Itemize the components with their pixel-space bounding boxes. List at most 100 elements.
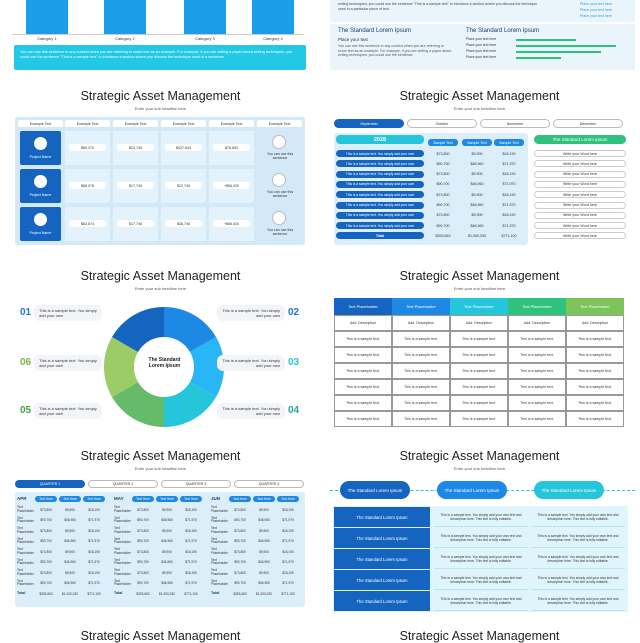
row-label: This is a sample text. You simply add yo… <box>336 180 424 188</box>
timeline-head: The Standard Lorem Ipsum <box>340 481 410 499</box>
table-cell: This is a sample text. You simply add yo… <box>434 549 528 569</box>
table-cell: This is a sample text. <box>450 331 508 347</box>
progress-bar <box>516 51 601 53</box>
row-label: Text Placeholder <box>114 568 131 576</box>
quarter-panel <box>15 492 305 607</box>
right-item: Write your Word here <box>534 150 626 157</box>
table-cell: $23,745 <box>117 144 154 151</box>
row-label: Text Placeholder <box>114 557 131 566</box>
category-label: Category 1 <box>37 36 57 41</box>
table-cell: This is a sample text. <box>392 411 450 427</box>
month-tab: November <box>480 119 550 128</box>
table-header: Text Placeholder <box>566 298 624 315</box>
slide-title: Strategic Asset Management <box>80 89 241 103</box>
table-cell: $90,700 <box>436 161 450 166</box>
table-cell: $18,190 <box>185 507 197 512</box>
row-label: This is a sample text. You simply add yo… <box>336 211 424 219</box>
cycle-center-text: The Standard Lorem Ipsum <box>148 357 181 369</box>
total-cell: $393,663 <box>233 591 247 596</box>
col-head: Sample Text <box>462 139 492 146</box>
table-cell: $18,190 <box>185 528 197 533</box>
table-cell: $46,960 <box>258 539 270 543</box>
table-cell: This is a sample text. <box>508 347 566 363</box>
progress-list: Place your text here Place your text her… <box>466 37 626 61</box>
table-cell: $90,700 <box>234 539 246 543</box>
slide-placeholder-table: Text Placeholder Text Placeholder Text Pla… <box>334 298 639 430</box>
table-cell: $73,800 <box>137 528 149 533</box>
top-text: writing techniques, you could use the se… <box>338 2 538 11</box>
table-cell: $71,970 <box>185 518 197 522</box>
table-cell: $18,190 <box>282 570 294 575</box>
total-cell: $393,663 <box>435 233 451 238</box>
slide-subtitle: Enter your sub headline here <box>453 466 506 471</box>
table-cell: $46,960 <box>258 560 270 564</box>
right-item: Write your Word here <box>534 180 626 188</box>
table-cell: $71,970 <box>282 518 294 522</box>
place-text: Place your text here <box>580 8 612 12</box>
step-number: 01 <box>20 307 32 318</box>
table-cell: This is a sample text. <box>450 395 508 411</box>
segment <box>112 307 164 352</box>
total-cell: $771,100 <box>87 591 101 596</box>
slide-top-right: writing techniques, you could use the se… <box>330 0 635 78</box>
table-cell: This is a sample text. <box>392 363 450 379</box>
month-label: MAY <box>114 496 124 501</box>
step-text: This is a sample text. You simply add yo… <box>217 403 285 419</box>
col-head: Text Here <box>83 496 105 502</box>
table-cell: +$56,020 <box>213 220 250 227</box>
table-cell: Add. Description <box>392 315 450 331</box>
right-item: Write your Word here <box>534 232 626 240</box>
cycle-diagram <box>103 307 225 427</box>
row-label: The Standard Lorem Ipsum <box>334 507 430 527</box>
col-head: Text Here <box>180 496 202 502</box>
place-text: Place your text here <box>580 14 612 18</box>
total-cell: $771,100 <box>281 591 295 596</box>
info-text: You can use this sentence in any context… <box>20 50 293 59</box>
table-cell: $17,745 <box>117 220 154 227</box>
table-cell: $90,700 <box>137 539 149 543</box>
table-cell: This is a sample text. <box>334 347 392 363</box>
table-cell: This is a sample text. <box>508 395 566 411</box>
total-cell: $393,663 <box>39 591 53 596</box>
table-cell: $73,800 <box>436 213 450 218</box>
table-cell: $46,960 <box>161 539 173 543</box>
table-cell: This is a sample text. <box>508 379 566 395</box>
progress-bar <box>516 57 561 59</box>
table-cell: Add. Description <box>334 315 392 331</box>
table-cell: This is a sample text. <box>566 411 624 427</box>
slide-title: Strategic Asset Management <box>399 629 560 643</box>
axis-line <box>12 34 304 35</box>
table-cell: $90,700 <box>137 560 149 564</box>
table-cell: $46,960 <box>64 518 76 522</box>
table-cell: $89,370 <box>69 144 106 151</box>
right-item: Write your Word here <box>534 222 626 230</box>
info-box: You can use this sentence in any context… <box>14 45 306 70</box>
table-cell: $46,960 <box>258 518 270 522</box>
timeline-head: The Standard Lorem Ipsum <box>437 481 507 499</box>
segment <box>164 382 216 427</box>
note-text: You can use this sentence <box>266 228 294 236</box>
step-text: This is a sample text. You simply add yo… <box>217 305 285 321</box>
table-cell: $46,960 <box>258 581 270 585</box>
total-cell: $1,000,030 <box>62 591 78 596</box>
table-cell: $18,190 <box>88 570 100 575</box>
table-cell: $18,190 <box>185 570 197 575</box>
table-cell: $73,800 <box>137 507 149 512</box>
category-label: Category 2 <box>115 36 135 41</box>
table-cell: $63,674 <box>69 220 106 227</box>
row-label: Text Placeholder <box>114 578 131 587</box>
table-cell: $71,970 <box>282 560 294 564</box>
table-cell: $46,960 <box>161 581 173 585</box>
table-cell: This is a sample text. <box>334 411 392 427</box>
table-cell: $73,800 <box>436 192 450 197</box>
table-cell: $71,970 <box>502 223 516 228</box>
row-label: Text Placeholder <box>114 515 131 524</box>
table-cell: $73,800 <box>436 151 450 156</box>
table-header: Text Placeholder <box>392 298 450 315</box>
table-cell: $9,900 <box>162 528 172 533</box>
table-cell: $427,843 <box>165 144 202 151</box>
slide-subtitle: Enter your sub headline here <box>453 286 506 291</box>
bar-1 <box>26 0 68 34</box>
table-header: Example Text <box>257 120 302 127</box>
table-cell: This is a sample text. <box>392 331 450 347</box>
